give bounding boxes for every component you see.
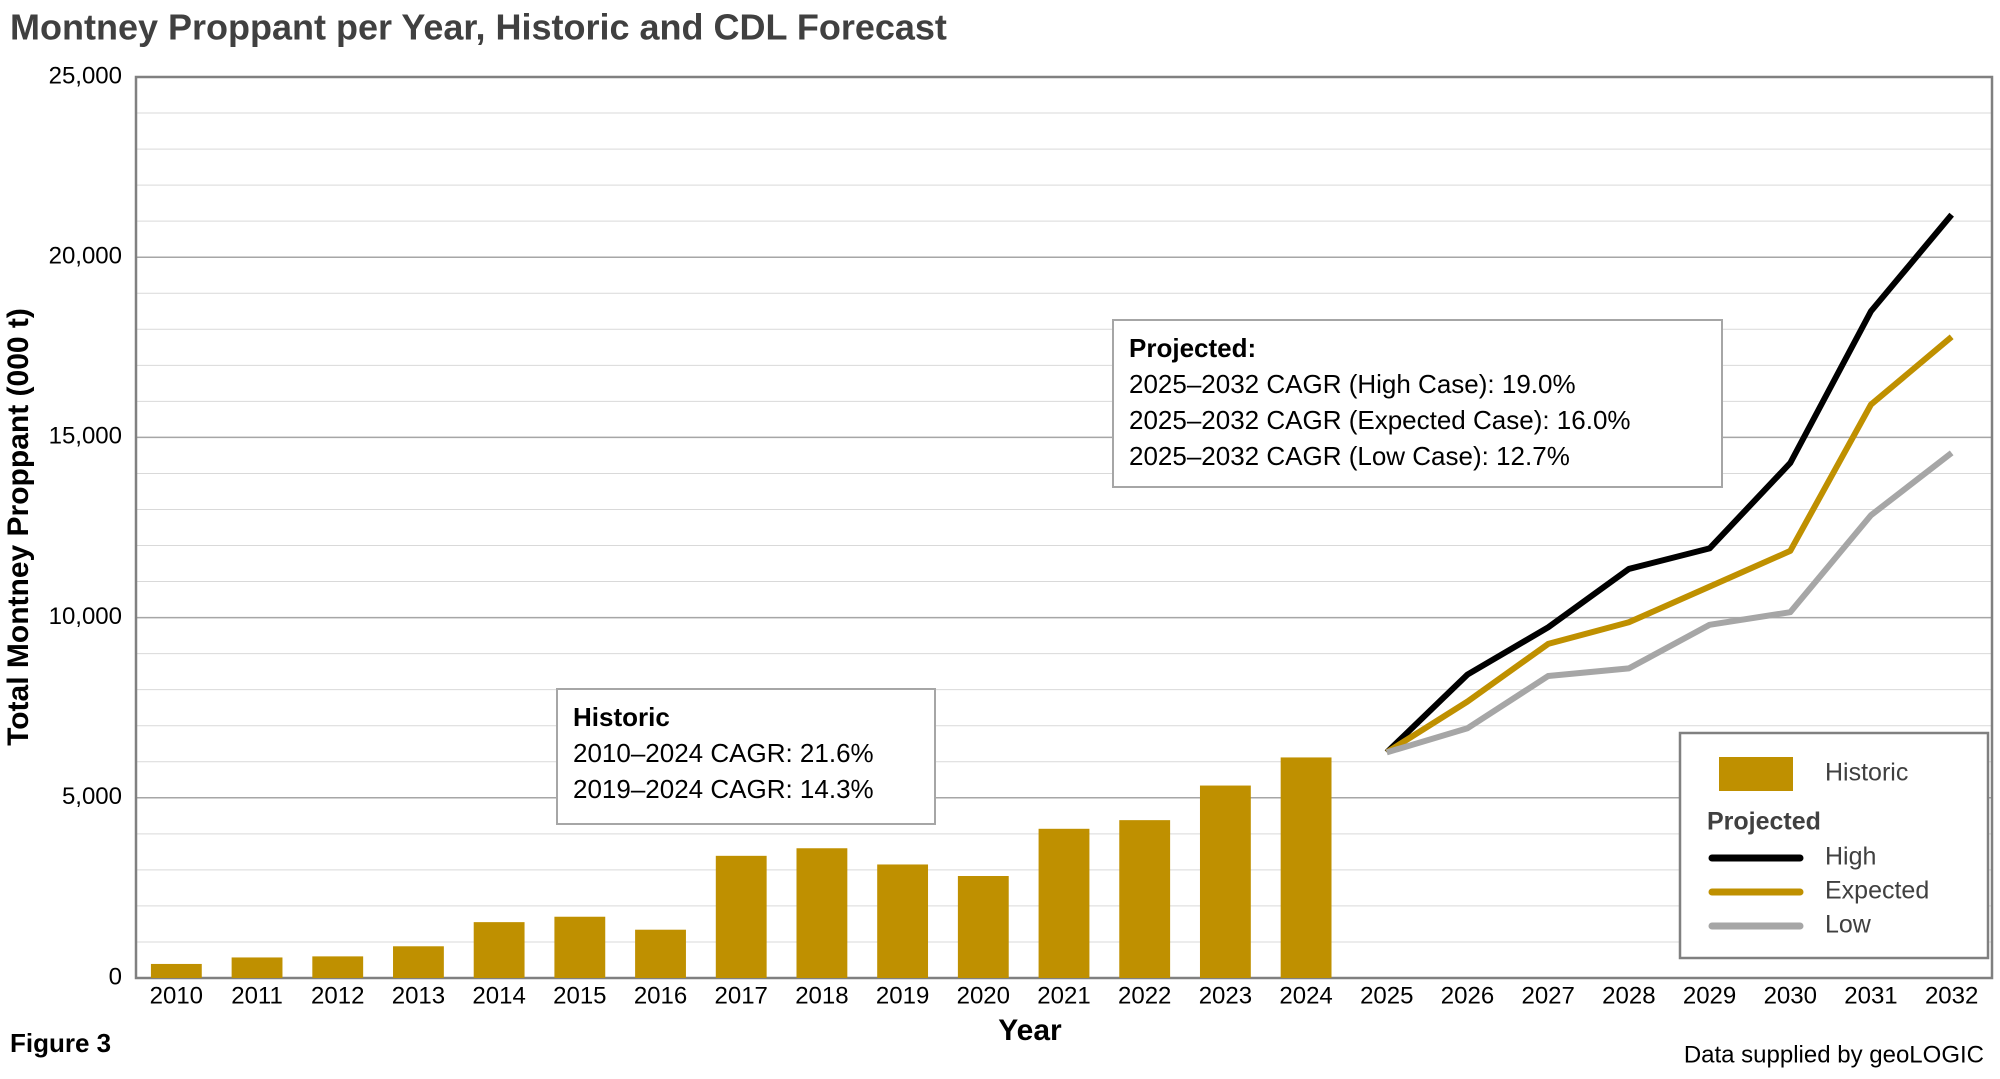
x-tick-label: 2023 [1199, 982, 1252, 1009]
bar [796, 848, 848, 978]
bar [312, 956, 364, 978]
annotation-text: 2025–2032 CAGR (High Case): 19.0% [1129, 369, 1576, 399]
x-tick-label: 2024 [1279, 982, 1332, 1009]
x-tick-label: 2016 [634, 982, 687, 1009]
x-tick-label: 2030 [1764, 982, 1817, 1009]
x-tick-label: 2021 [1037, 982, 1090, 1009]
x-tick-label: 2025 [1360, 982, 1413, 1009]
x-tick-label: 2031 [1844, 982, 1897, 1009]
legend-group-title: Projected [1707, 808, 1821, 836]
annotation-text: 2019–2024 CAGR: 14.3% [573, 774, 874, 804]
x-tick-label: 2013 [392, 982, 445, 1009]
x-tick-label: 2018 [795, 982, 848, 1009]
x-axis-title: Year [998, 1014, 1062, 1047]
bar [957, 876, 1009, 978]
bar [231, 957, 283, 978]
line-series [1384, 212, 1954, 755]
legend-label: Low [1825, 911, 1872, 939]
bar [554, 916, 606, 978]
x-tick-label: 2029 [1683, 982, 1736, 1009]
x-tick-label: 2027 [1521, 982, 1574, 1009]
y-tick-label: 10,000 [49, 603, 122, 630]
bar [1038, 828, 1090, 978]
figure-label: Figure 3 [10, 1028, 111, 1058]
legend-swatch [1719, 757, 1793, 791]
annotation-title: Historic [573, 702, 670, 732]
x-tick-label: 2014 [472, 982, 525, 1009]
bar [1280, 757, 1332, 978]
legend-label: Expected [1825, 877, 1929, 905]
x-tick-label: 2020 [957, 982, 1010, 1009]
y-axis-title: Total Montney Proppant (000 t) [2, 308, 35, 746]
line-series [1385, 450, 1954, 756]
x-tick-label: 2017 [715, 982, 768, 1009]
annotation-box [1112, 319, 1723, 488]
x-tick-label: 2012 [311, 982, 364, 1009]
annotation-text: 2025–2032 CAGR (Low Case): 12.7% [1129, 441, 1570, 471]
x-tick-label: 2011 [231, 982, 283, 1009]
x-tick-label: 2028 [1602, 982, 1655, 1009]
bar [877, 864, 929, 978]
x-tick-label: 2026 [1441, 982, 1494, 1009]
bar [1199, 785, 1251, 978]
y-tick-label: 25,000 [49, 62, 122, 89]
annotation-text: 2025–2032 CAGR (Expected Case): 16.0% [1129, 405, 1631, 435]
source-note: Data supplied by geoLOGIC [1684, 1041, 1984, 1068]
annotation-box [556, 688, 936, 825]
line-series [1385, 334, 1954, 755]
bar [635, 929, 686, 978]
legend-label: High [1825, 843, 1876, 871]
bar [715, 855, 767, 978]
bar [393, 946, 444, 978]
y-tick-label: 15,000 [49, 423, 122, 450]
legend-label: Historic [1825, 759, 1908, 787]
x-tick-label: 2019 [876, 982, 929, 1009]
annotation-title: Projected: [1129, 333, 1256, 363]
x-tick-label: 2015 [553, 982, 606, 1009]
annotation-text: 2010–2024 CAGR: 21.6% [573, 738, 874, 768]
x-tick-label: 2010 [150, 982, 203, 1009]
y-tick-label: 0 [109, 963, 122, 990]
bar [150, 963, 202, 978]
y-tick-label: 5,000 [62, 783, 122, 810]
bar [1119, 820, 1171, 978]
chart-title: Montney Proppant per Year, Historic and … [10, 7, 947, 48]
x-tick-label: 2022 [1118, 982, 1171, 1009]
y-tick-label: 20,000 [49, 243, 122, 270]
x-tick-label: 2032 [1925, 982, 1978, 1009]
bar [473, 922, 525, 978]
